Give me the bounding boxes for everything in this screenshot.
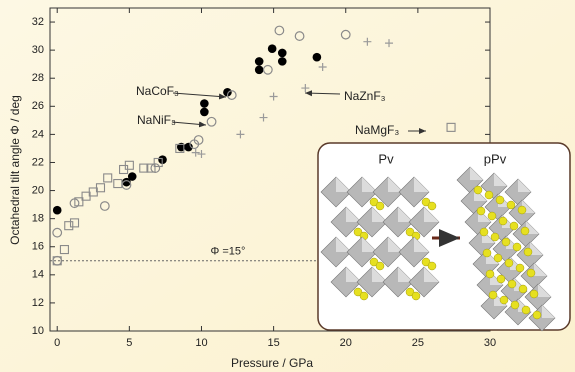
y-tick-label: 32 [32, 16, 44, 28]
atom [511, 301, 519, 309]
atom [491, 233, 499, 241]
atom [494, 254, 502, 262]
x-tick-label: 20 [340, 337, 352, 349]
y-tick-label: 30 [32, 44, 44, 56]
x-tick-label: 0 [54, 337, 60, 349]
atom [533, 311, 541, 319]
point [255, 65, 264, 74]
x-tick-label: 10 [195, 337, 207, 349]
series-label: NaCoF₃ [136, 84, 179, 98]
point [255, 57, 264, 66]
y-tick-label: 16 [32, 241, 44, 253]
series-label: NaMgF₃ [355, 123, 399, 137]
point [313, 53, 322, 62]
atom [500, 296, 508, 304]
y-tick-label: 18 [32, 213, 44, 225]
x-axis-label: Pressure / GPa [231, 356, 313, 370]
x-tick-label: 30 [484, 337, 496, 349]
x-tick-label: 15 [267, 337, 279, 349]
atom [412, 292, 420, 300]
x-tick-label: 25 [412, 337, 424, 349]
atom [477, 207, 485, 215]
atom [499, 217, 507, 225]
y-tick-label: 20 [32, 184, 44, 196]
series-label: NaZnF₃ [344, 89, 386, 103]
atom [474, 186, 482, 194]
y-tick-label: 22 [32, 156, 44, 168]
inset-label: pPv [484, 151, 507, 166]
atom [480, 228, 488, 236]
y-tick-label: 26 [32, 100, 44, 112]
series-label: NaNiF₃ [137, 113, 176, 127]
atom [519, 285, 527, 293]
atom [496, 196, 504, 204]
atom [527, 269, 535, 277]
y-tick-label: 14 [32, 269, 44, 281]
y-tick-label: 12 [32, 297, 44, 309]
y-tick-label: 24 [32, 128, 44, 140]
atom [488, 212, 496, 220]
atom [497, 275, 505, 283]
atom [376, 202, 384, 210]
atom [489, 291, 497, 299]
atom [376, 262, 384, 270]
atom [428, 262, 436, 270]
inset-label: Pv [378, 151, 394, 166]
atom [502, 238, 510, 246]
atom [521, 227, 529, 235]
atom [360, 292, 368, 300]
atom [486, 270, 494, 278]
reference-label: Φ =15° [211, 246, 246, 258]
point [128, 172, 137, 181]
atom [485, 191, 493, 199]
atom [530, 290, 538, 298]
point [268, 44, 277, 53]
atom [505, 259, 513, 267]
point [53, 206, 62, 215]
inset: Pv pPv [318, 143, 570, 331]
point [278, 57, 287, 66]
atom [518, 206, 526, 214]
point [200, 108, 209, 117]
y-axis-label: Octahedral tilt angle Φ / deg [8, 95, 22, 245]
atom [522, 306, 530, 314]
y-tick-label: 28 [32, 72, 44, 84]
atom [508, 280, 516, 288]
atom [510, 222, 518, 230]
atom [513, 243, 521, 251]
atom [483, 249, 491, 257]
atom [516, 264, 524, 272]
x-tick-label: 5 [126, 337, 132, 349]
atom [428, 202, 436, 210]
chart: Octahedral tilt angle Φ / deg Pressure /… [0, 0, 575, 372]
point [278, 49, 287, 58]
atom [524, 248, 532, 256]
point [200, 99, 209, 108]
atom [507, 201, 515, 209]
y-tick-label: 10 [32, 325, 44, 337]
